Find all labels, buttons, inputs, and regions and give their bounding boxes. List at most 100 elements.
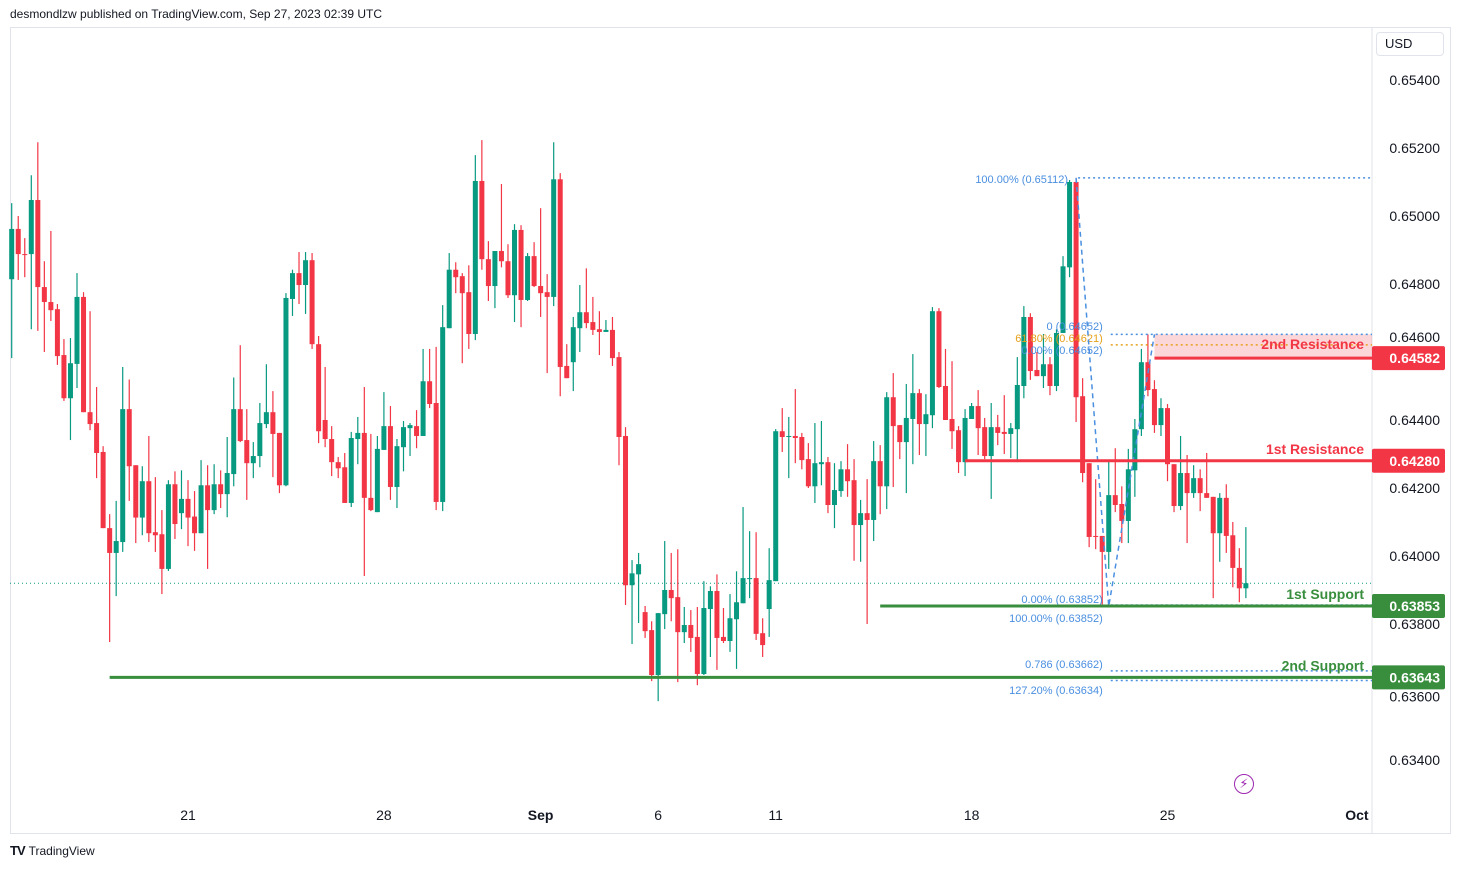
candle-body [740,578,746,604]
candle [818,421,824,486]
price-tick-label: 0.64400 [1389,412,1440,428]
lightning-icon[interactable]: ⚡ [1234,774,1254,794]
candle [224,437,230,518]
candle-body [1099,535,1105,552]
candle-body [707,591,713,610]
candle-body [675,597,681,633]
candle [283,293,289,487]
fib-label: 127.20% (0.63634) [1009,685,1103,697]
candle-body [557,179,563,367]
candle [446,253,452,329]
candle-body [512,229,518,296]
candle-body [609,329,615,359]
candle [329,426,335,477]
candle [799,432,805,470]
candle-body [982,427,988,457]
candle-body [342,467,348,503]
candle [753,532,759,640]
candle-body [192,516,198,534]
candle-body [956,430,962,463]
candle-body [316,344,322,432]
candle [41,261,47,352]
candle-body [858,513,864,526]
candle [760,618,766,657]
currency-selector[interactable]: USD [1376,32,1444,56]
candle [995,414,1001,446]
price-axis[interactable]: 0.65400 0.65200 0.65000 0.64800 0.64600 0.644… [1389,72,1440,768]
candle [355,416,361,465]
candle [551,142,557,307]
candle [596,311,602,356]
candle-body [1223,497,1229,536]
candle-body [433,403,439,502]
candle [1080,378,1086,483]
candle [779,408,785,452]
candle-body [61,355,67,399]
price-tick-label: 0.64200 [1389,480,1440,496]
candle [897,425,903,460]
candle [557,173,563,397]
price-tick-label: 0.65000 [1389,208,1440,224]
candle [694,607,700,686]
candle [825,457,831,514]
time-tick-label: Oct [1345,807,1369,823]
candle [505,244,511,298]
candle-body [15,228,21,255]
candle [923,394,929,457]
candle-body [838,469,844,492]
candle-body [929,311,935,416]
candle [609,316,615,366]
candle [94,387,100,479]
candle-body [270,412,276,434]
candle-body [485,259,491,287]
candle-body [120,409,126,543]
candle-body [440,327,446,502]
candle [603,320,609,332]
candle [518,225,524,328]
candle-body [159,534,165,569]
tradingview-logo[interactable]: TV TradingView [10,843,95,858]
fib-label: 0.00% (0.63852) [1021,594,1102,606]
candle [387,406,393,500]
candle [1112,448,1118,513]
candle [172,471,178,539]
candle-body [805,459,811,487]
fib-label: 0.786 (0.63662) [1025,659,1103,671]
candle [956,426,962,474]
candle [146,435,152,543]
candle [263,364,269,429]
candle-body [368,497,374,511]
fib-swing-path [1075,177,1156,607]
candle [962,409,968,477]
time-axis[interactable]: 21 28 Sep 6 11 18 25 Oct [180,807,1369,823]
candle-body [387,426,393,487]
sup2-label: 2nd Support [1282,657,1365,673]
candle-body [1060,266,1066,333]
candle-body [250,456,256,464]
candle [492,251,498,309]
candle [440,305,446,512]
candle-body [322,420,328,440]
candle [322,366,328,448]
candle-body [1086,463,1092,537]
candle [1119,486,1125,544]
fib-label: 0.00% (0.64652) [1021,345,1102,357]
chart-frame [10,27,1451,834]
candle [276,432,282,494]
res2-price-tag: 0.64582 [1372,346,1445,371]
candle [577,285,583,352]
candle [884,392,890,510]
candle [1197,469,1203,512]
candle [87,311,93,431]
candle-body [753,578,759,634]
candle [831,463,837,529]
candle [538,208,544,317]
candle [198,460,204,534]
candle-body [126,409,132,467]
candle-body [276,432,282,486]
fib-label: 0 (0.64652) [1046,321,1102,333]
candle-body [1027,316,1033,372]
candle-body [28,200,34,255]
candle-body [538,286,544,294]
